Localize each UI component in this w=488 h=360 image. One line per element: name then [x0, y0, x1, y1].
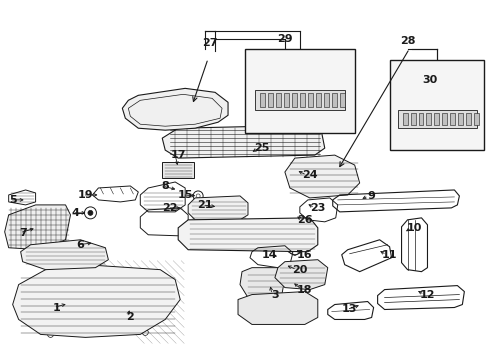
Text: 3: 3	[270, 289, 278, 300]
Polygon shape	[20, 240, 108, 270]
Text: 22: 22	[162, 203, 178, 213]
Circle shape	[88, 210, 93, 215]
Bar	[299, 93, 304, 107]
Text: 21: 21	[197, 200, 212, 210]
Text: 14: 14	[262, 250, 277, 260]
Bar	[433, 113, 439, 125]
Text: 1: 1	[53, 302, 61, 312]
Text: 24: 24	[302, 170, 317, 180]
Bar	[449, 113, 454, 125]
Text: 9: 9	[367, 191, 375, 201]
Polygon shape	[240, 268, 285, 300]
Bar	[466, 113, 470, 125]
Text: 12: 12	[419, 289, 434, 300]
Text: 11: 11	[381, 250, 397, 260]
Text: 7: 7	[19, 228, 26, 238]
Bar	[331, 93, 336, 107]
Text: 8: 8	[161, 181, 169, 191]
Bar	[410, 113, 415, 125]
Text: 27: 27	[202, 37, 217, 48]
Polygon shape	[162, 125, 324, 158]
Text: 6: 6	[77, 240, 84, 250]
Bar	[323, 93, 328, 107]
Bar	[397, 110, 476, 128]
Bar	[307, 93, 312, 107]
Polygon shape	[274, 260, 327, 289]
Bar	[442, 113, 447, 125]
Polygon shape	[122, 88, 227, 130]
Polygon shape	[188, 196, 247, 220]
Text: 20: 20	[291, 265, 307, 275]
Bar	[284, 93, 288, 107]
Text: 4: 4	[71, 208, 79, 218]
Text: 19: 19	[78, 190, 93, 200]
Polygon shape	[238, 292, 317, 324]
Bar	[457, 113, 463, 125]
Text: 26: 26	[296, 215, 312, 225]
Text: 17: 17	[170, 150, 185, 160]
Bar	[244, 49, 354, 133]
Polygon shape	[5, 205, 70, 250]
Bar	[315, 93, 320, 107]
Text: 18: 18	[297, 284, 312, 294]
Bar	[402, 113, 407, 125]
Bar	[275, 93, 280, 107]
Text: 28: 28	[399, 36, 414, 46]
Text: 13: 13	[341, 305, 357, 315]
Text: 25: 25	[254, 143, 269, 153]
Bar	[291, 93, 296, 107]
Bar	[260, 93, 264, 107]
Text: 23: 23	[309, 203, 325, 213]
Bar	[389, 60, 483, 150]
Bar	[426, 113, 430, 125]
Bar	[473, 113, 478, 125]
Text: 2: 2	[126, 312, 134, 323]
Text: 5: 5	[9, 195, 17, 205]
Bar	[339, 93, 344, 107]
Polygon shape	[285, 155, 359, 198]
Bar	[162, 162, 194, 178]
Text: 16: 16	[296, 250, 312, 260]
Text: 30: 30	[421, 75, 436, 85]
Bar	[418, 113, 423, 125]
Bar	[267, 93, 272, 107]
Polygon shape	[13, 265, 180, 337]
Text: 10: 10	[406, 223, 421, 233]
Text: 15: 15	[177, 190, 192, 200]
Text: 29: 29	[277, 33, 292, 44]
Polygon shape	[178, 218, 317, 252]
Bar	[254, 90, 344, 110]
